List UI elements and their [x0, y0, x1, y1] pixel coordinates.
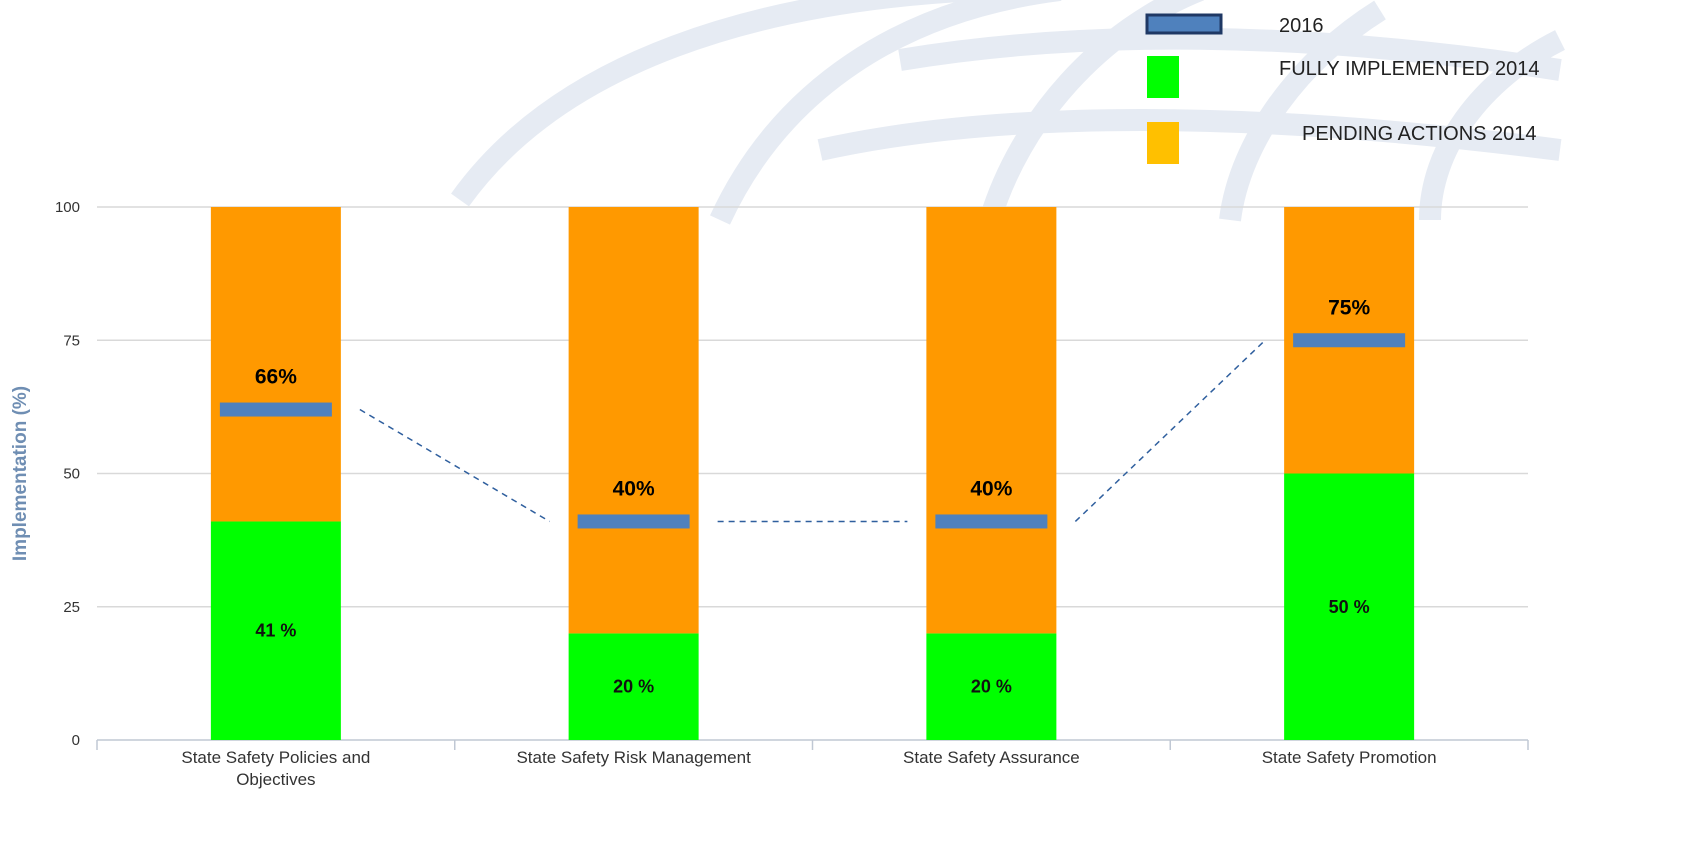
legend-swatch-fully-implemented	[1147, 56, 1179, 98]
bar-pending-actions	[210, 207, 341, 522]
y-tick-label: 100	[55, 199, 80, 216]
bar-fully-implemented	[1284, 473, 1415, 740]
x-tick-label: State Safety Policies and Objectives	[181, 748, 370, 789]
globe-arc	[710, 0, 1062, 225]
legend-label: 2016	[1279, 15, 1324, 37]
marker-2016	[219, 402, 332, 417]
bar-fully-implemented	[210, 521, 341, 740]
bar-pending-actions	[568, 207, 699, 634]
background-globe-watermark	[451, 0, 1565, 225]
y-tick-label: 75	[63, 332, 80, 349]
bar-data-label: 50 %	[1329, 597, 1370, 617]
marker-connector	[1074, 339, 1266, 523]
marker-data-label: 40%	[970, 477, 1012, 500]
x-tick-label: State Safety Risk Management	[516, 748, 751, 767]
x-tick-label: State Safety Assurance	[903, 748, 1080, 767]
y-tick-label: 50	[63, 466, 80, 483]
bar-fully-implemented	[926, 633, 1057, 740]
y-tick-label: 25	[63, 599, 80, 616]
y-tick-label: 0	[72, 732, 80, 749]
marker-2016	[935, 514, 1048, 529]
marker-data-label: 66%	[255, 366, 297, 389]
legend-label: PENDING ACTIONS 2014	[1302, 123, 1537, 145]
bar-data-label: 20 %	[971, 677, 1012, 697]
x-tick-label: State Safety Promotion	[1262, 748, 1437, 767]
legend: 2016 FULLY IMPLEMENTED 2014 PENDING ACTION…	[1145, 13, 1539, 164]
marker-connectors	[359, 339, 1266, 523]
x-axis: State Safety Policies and Objectives State…	[96, 739, 1529, 789]
y-axis-label: Implementation (%)	[10, 386, 31, 561]
globe-arc	[817, 109, 1562, 161]
marker-connector	[359, 408, 551, 523]
globe-arc	[1219, 0, 1386, 222]
marker-data-label: 40%	[613, 477, 655, 500]
bar-pending-actions	[926, 207, 1057, 634]
marker-2016	[577, 514, 690, 529]
globe-arc	[451, 0, 981, 207]
marker-data-label: 75%	[1328, 296, 1370, 319]
legend-swatch-2016	[1145, 13, 1223, 35]
marker-2016	[1293, 333, 1406, 348]
globe-arc	[979, 0, 1205, 224]
legend-label: FULLY IMPLEMENTED 2014	[1279, 58, 1539, 80]
legend-swatch-pending-actions	[1147, 122, 1179, 164]
y-axis: 0 25 50 75 100 Implementation (%)	[10, 199, 80, 749]
bar-data-label: 41 %	[255, 621, 296, 641]
bar-fully-implemented	[568, 633, 699, 740]
globe-arc	[898, 27, 1562, 81]
markers-2016: 66% 40% 40% 75%	[219, 296, 1406, 529]
bar-data-label: 20 %	[613, 677, 654, 697]
